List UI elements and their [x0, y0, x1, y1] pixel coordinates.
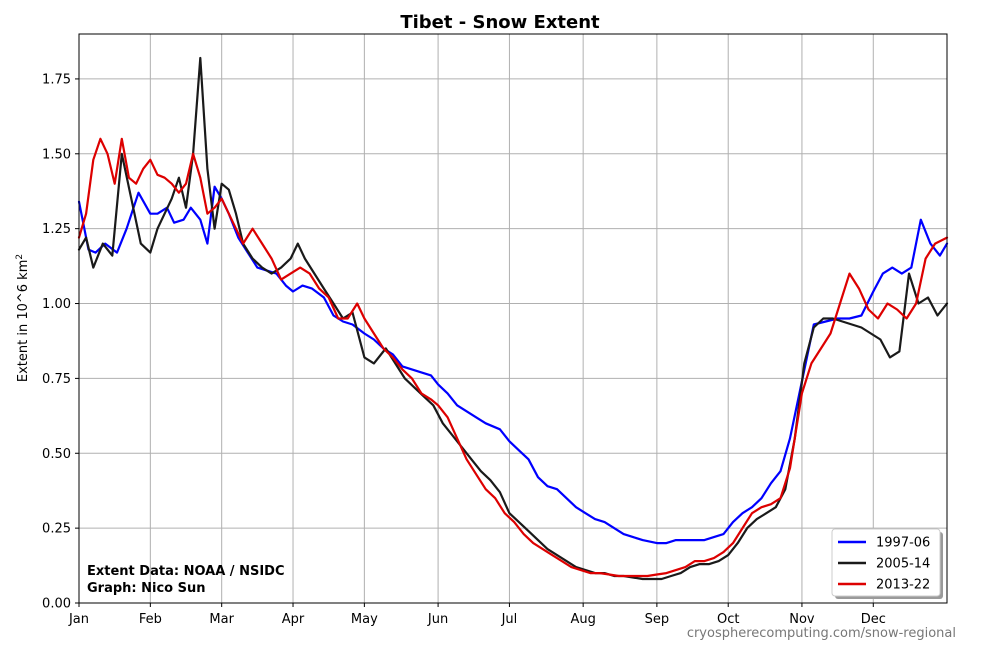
x-tick-label: Jul: [501, 612, 518, 627]
y-tick-label: 0.00: [42, 597, 71, 612]
y-axis-ticks: 0.00 0.25 0.50 0.75 1.00 1.25 1.50 1.75: [42, 72, 79, 612]
x-tick-label: Sep: [645, 612, 670, 627]
x-tick-label: Mar: [209, 612, 234, 627]
y-tick-label: 0.50: [42, 447, 71, 462]
y-tick-label: 0.25: [42, 522, 71, 537]
source-url: cryospherecomputing.com/snow-regional: [687, 626, 956, 641]
x-tick-label: Jun: [427, 612, 448, 627]
x-tick-label: Nov: [789, 612, 815, 627]
legend-label: 2013-22: [876, 578, 930, 593]
y-tick-label: 1.25: [42, 222, 71, 237]
x-tick-label: Dec: [861, 612, 886, 627]
legend-items: 1997-06 2005-14 2013-22: [838, 536, 930, 593]
series-line-1997-06: [77, 185, 949, 545]
data-credit: Extent Data: NOAA / NSIDC: [87, 564, 284, 579]
x-axis-ticks: Jan Feb Mar Apr May Jun Jul Aug Sep Oct Nov Dec: [68, 603, 886, 627]
legend-box: [831, 528, 941, 597]
x-tick-label: Aug: [570, 612, 595, 627]
x-tick-label: May: [351, 612, 378, 627]
graph-credit: Graph: Nico Sun: [87, 581, 206, 596]
series-lines: [77, 56, 949, 581]
y-tick-label: 1.00: [42, 297, 71, 312]
y-tick-label: 1.50: [42, 147, 71, 162]
y-axis-label: Extent in 10^6 km2: [15, 254, 31, 382]
chart-title: Tibet - Snow Extent: [400, 12, 600, 33]
x-tick-label: Feb: [139, 612, 162, 627]
x-tick-label: Oct: [717, 612, 739, 627]
y-tick-label: 0.75: [42, 372, 71, 387]
plot-frame: [78, 33, 948, 604]
y-tick-label: 1.75: [42, 72, 71, 87]
legend-label: 1997-06: [876, 536, 930, 551]
x-tick-label: Apr: [282, 612, 305, 627]
x-tick-label: Jan: [68, 612, 89, 627]
legend-label: 2005-14: [876, 557, 930, 572]
series-line-2013-22: [77, 137, 949, 578]
legend: 1997-06 2005-14 2013-22: [831, 528, 943, 599]
